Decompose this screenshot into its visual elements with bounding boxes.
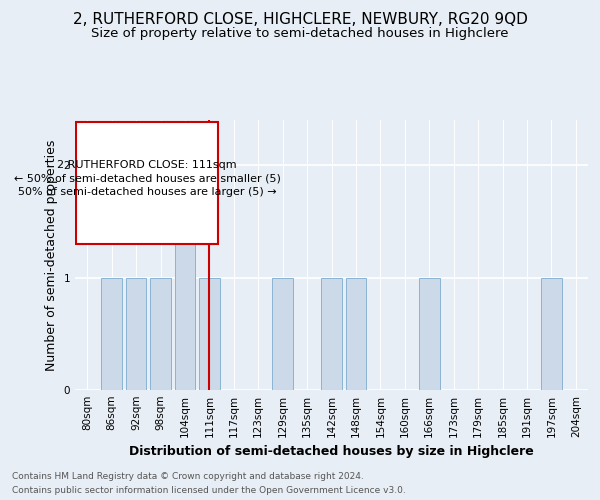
Bar xyxy=(175,165,196,390)
Bar xyxy=(541,278,562,390)
Bar xyxy=(321,278,342,390)
FancyBboxPatch shape xyxy=(76,122,218,244)
Text: 2 RUTHERFORD CLOSE: 111sqm
← 50% of semi-detached houses are smaller (5)
50% of : 2 RUTHERFORD CLOSE: 111sqm ← 50% of semi… xyxy=(14,160,281,196)
Bar xyxy=(199,278,220,390)
Text: 2, RUTHERFORD CLOSE, HIGHCLERE, NEWBURY, RG20 9QD: 2, RUTHERFORD CLOSE, HIGHCLERE, NEWBURY,… xyxy=(73,12,527,28)
Text: Contains HM Land Registry data © Crown copyright and database right 2024.: Contains HM Land Registry data © Crown c… xyxy=(12,472,364,481)
Bar xyxy=(419,278,440,390)
Bar xyxy=(272,278,293,390)
Text: Contains public sector information licensed under the Open Government Licence v3: Contains public sector information licen… xyxy=(12,486,406,495)
Y-axis label: Number of semi-detached properties: Number of semi-detached properties xyxy=(45,140,58,370)
Bar xyxy=(346,278,367,390)
Bar xyxy=(150,278,171,390)
Bar xyxy=(125,278,146,390)
Bar xyxy=(101,278,122,390)
Text: Size of property relative to semi-detached houses in Highclere: Size of property relative to semi-detach… xyxy=(91,28,509,40)
X-axis label: Distribution of semi-detached houses by size in Highclere: Distribution of semi-detached houses by … xyxy=(129,446,534,458)
